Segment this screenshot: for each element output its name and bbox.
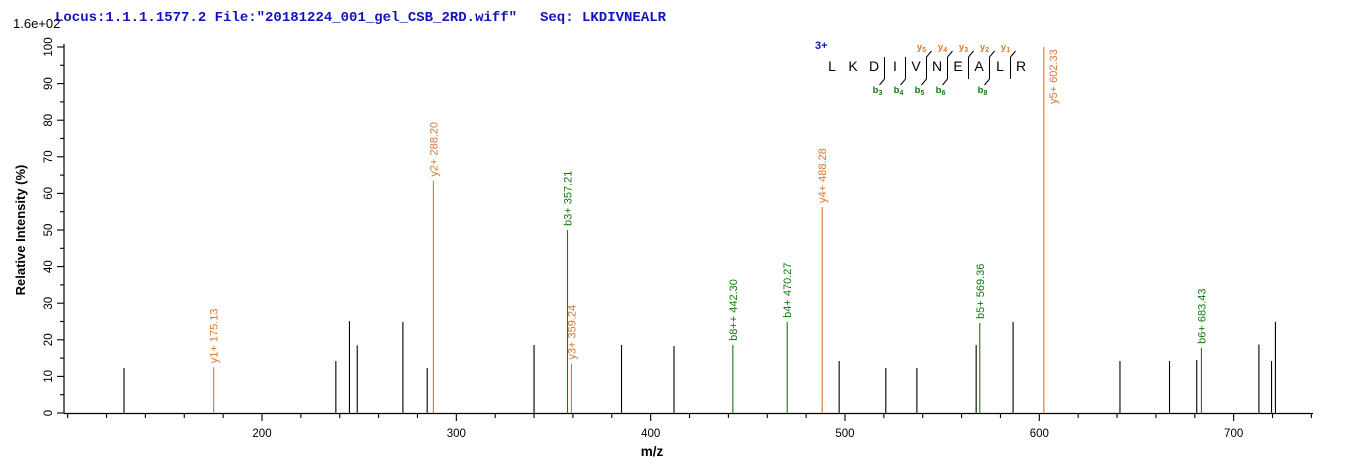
peak-label: y5+ 602.33: [1048, 49, 1060, 104]
y-ion-mark-label: y2: [980, 42, 989, 54]
y-tick-label: 40: [43, 260, 55, 273]
b-cleavage-tick: [900, 78, 906, 86]
b-cleavage-tick: [984, 78, 990, 86]
peak-label: b3+ 357.21: [563, 171, 575, 226]
y-cleavage-tick: [947, 50, 953, 58]
residue-letter: E: [953, 58, 962, 74]
y-ion-mark-label: y4: [938, 42, 947, 54]
residue-letter: A: [974, 58, 984, 74]
y-tick-label: 60: [43, 187, 55, 200]
peak-label: b4+ 470.27: [782, 262, 794, 317]
peak-label: y2+ 288.20: [428, 122, 440, 177]
residue-letter: L: [996, 58, 1004, 74]
b-ion-mark-label: b8: [978, 85, 988, 97]
b-cleavage-tick: [921, 78, 927, 86]
y-tick-label: 0: [43, 410, 55, 416]
b-ion-mark-label: b5: [915, 85, 925, 97]
b-ion-mark-label: b4: [894, 85, 904, 97]
y-ion-mark-label: y1: [1001, 42, 1010, 54]
y-ion-mark-label: y3: [959, 42, 968, 54]
peak-label: y4+ 488.28: [817, 148, 829, 203]
charge-state-label: 3+: [815, 40, 828, 52]
y-tick-label: 70: [43, 150, 55, 163]
base-peak-intensity-label: 1.6e+02: [13, 16, 61, 31]
x-tick-label: 200: [252, 428, 271, 440]
x-tick-label: 500: [835, 428, 854, 440]
y-cleavage-tick: [1010, 50, 1016, 58]
peak-label: b6+ 683.43: [1196, 288, 1208, 343]
peak-label: b5+ 569.36: [975, 264, 987, 319]
y-tick-label: 20: [43, 333, 55, 346]
b-cleavage-tick: [879, 78, 885, 86]
x-tick-label: 400: [641, 428, 660, 440]
peak-label: y1+ 175.13: [209, 309, 221, 364]
y-tick-label: 10: [43, 370, 55, 383]
b-cleavage-tick: [942, 78, 948, 86]
x-axis-title: m/z: [641, 444, 664, 459]
b-ion-mark-label: b6: [936, 85, 946, 97]
y-tick-label: 50: [43, 224, 55, 237]
x-tick-label: 300: [447, 428, 466, 440]
y-cleavage-tick: [926, 50, 932, 58]
y-tick-label: 80: [43, 114, 55, 127]
residue-letter: V: [911, 58, 921, 74]
residue-letter: K: [848, 58, 858, 74]
y-tick-label: 30: [43, 297, 55, 310]
y-cleavage-tick: [989, 50, 995, 58]
peak-label: y3+ 359.24: [566, 305, 578, 360]
residue-letter: D: [869, 58, 879, 74]
residue-letter: N: [932, 58, 942, 74]
header-bar: Locus:1.1.1.1577.2 File:"20181224_001_ge…: [0, 10, 1362, 28]
y-tick-label: 90: [43, 77, 55, 90]
peak-label: b8++ 442.30: [728, 279, 740, 341]
residue-letter: I: [893, 58, 897, 74]
b-ion-mark-label: b3: [873, 85, 883, 97]
x-tick-label: 700: [1224, 428, 1243, 440]
residue-letter: L: [828, 58, 836, 74]
y-ion-mark-label: y5: [917, 42, 926, 54]
locus-file-label: Locus:1.1.1.1577.2 File:"20181224_001_ge…: [55, 10, 518, 26]
x-tick-label: 600: [1030, 428, 1049, 440]
sequence-label: Seq: LKDIVNEALR: [540, 10, 667, 26]
y-axis-title: Relative Intensity (%): [13, 165, 28, 296]
y-tick-label: 100: [43, 37, 55, 56]
residue-letter: R: [1016, 58, 1026, 74]
y-cleavage-tick: [968, 50, 974, 58]
